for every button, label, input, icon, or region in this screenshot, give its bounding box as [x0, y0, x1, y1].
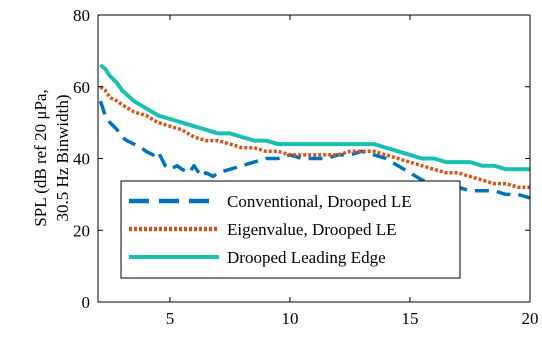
y-axis-title-line-1: SPL (dB ref 20 μPa,: [31, 89, 50, 226]
y-tick-label: 60: [73, 78, 90, 97]
axes: 5 10 15 20 0 20 40 60 80: [73, 6, 539, 328]
x-tick-label: 15: [402, 309, 419, 328]
series-line-3: [99, 63, 530, 172]
legend-label-2: Eigenvalue, Drooped LE: [227, 220, 396, 239]
legend-label-1: Conventional, Drooped LE: [227, 192, 412, 211]
x-tick-label: 10: [282, 309, 299, 328]
y-tick-label: 0: [82, 293, 91, 312]
y-axis-title: SPL (dB ref 20 μPa, 30.5 Hz Binwidth): [31, 89, 72, 226]
x-tick-label: 20: [522, 309, 539, 328]
plot-area: [98, 63, 530, 200]
y-axis-title-line-2: 30.5 Hz Binwidth): [53, 94, 72, 221]
legend-label-3: Drooped Leading Edge: [227, 248, 386, 267]
y-tick-label: 40: [73, 150, 90, 169]
y-tick-label: 20: [73, 221, 90, 240]
legend: Conventional, Drooped LE Eigenvalue, Droo…: [120, 180, 461, 279]
y-tick-label: 80: [73, 6, 90, 25]
series-line-2: [99, 85, 530, 189]
x-tick-label: 5: [166, 309, 175, 328]
legend-box: [120, 180, 461, 279]
